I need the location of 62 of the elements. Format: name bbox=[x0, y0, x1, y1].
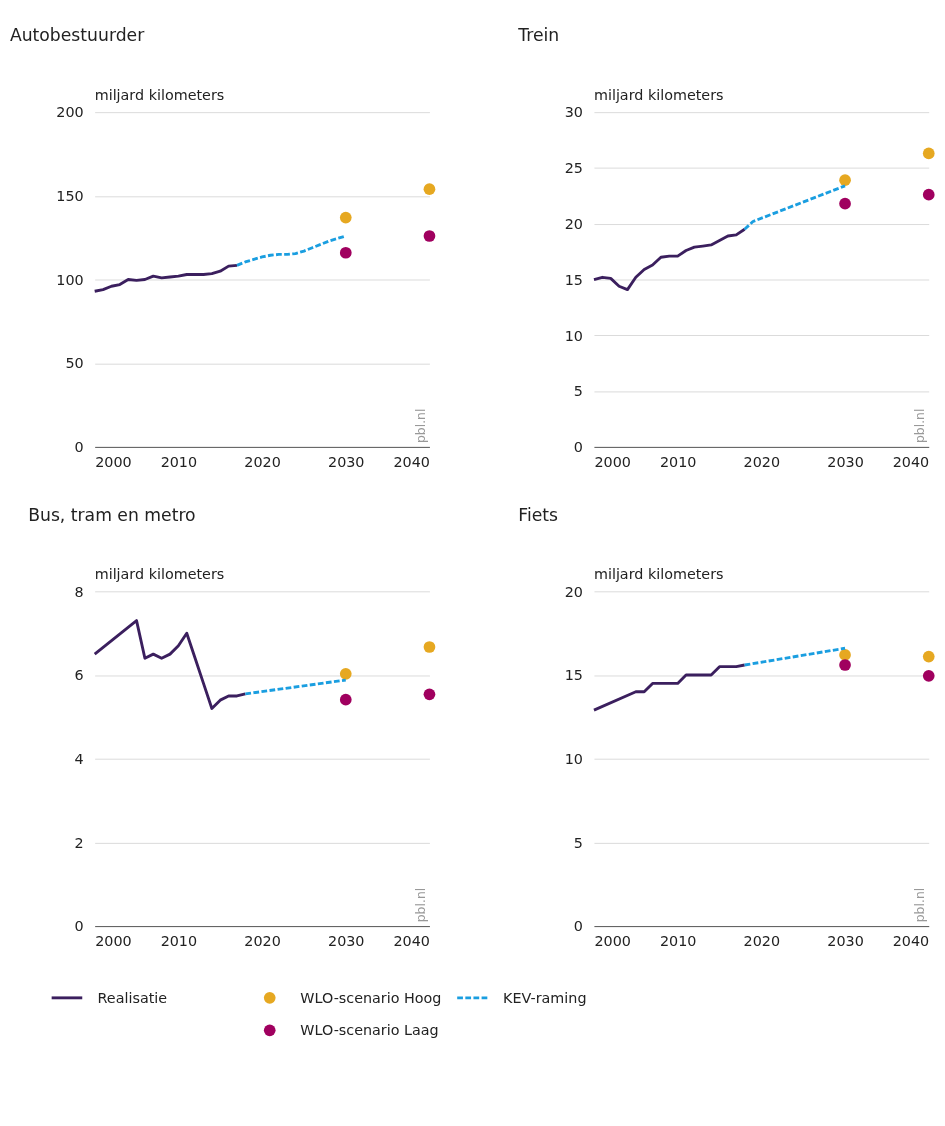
y-axis-title: miljard kilometers bbox=[593, 86, 724, 103]
legend-label: WLO-scenario Hoog bbox=[300, 989, 442, 1006]
legend-label: KEV-raming bbox=[503, 989, 587, 1006]
legend-label: Realisatie bbox=[97, 989, 168, 1006]
y-tick-label: 10 bbox=[564, 327, 583, 344]
x-tick-label: 2020 bbox=[244, 453, 281, 470]
y-tick-label: 0 bbox=[74, 918, 84, 935]
x-tick-label: 2030 bbox=[328, 453, 365, 470]
y-tick-label: 5 bbox=[573, 383, 583, 400]
annotation: pbl.nl bbox=[412, 887, 428, 923]
y-tick-label: 15 bbox=[564, 667, 583, 684]
x-tick-label: 2000 bbox=[95, 453, 132, 470]
x-tick-label: 2010 bbox=[659, 453, 697, 470]
y-tick-label: 5 bbox=[573, 834, 583, 851]
x-tick-label: 2040 bbox=[393, 932, 430, 949]
y-tick-label: 10 bbox=[564, 750, 583, 767]
x-tick-label: 2040 bbox=[892, 453, 930, 470]
chart-title: Fiets bbox=[518, 504, 559, 525]
y-tick-label: 200 bbox=[56, 104, 84, 121]
y-tick-label: 8 bbox=[74, 583, 84, 600]
x-tick-label: 2020 bbox=[244, 932, 281, 949]
x-tick-label: 2010 bbox=[160, 453, 198, 470]
x-tick-label: 2030 bbox=[827, 932, 864, 949]
y-axis-title: miljard kilometers bbox=[94, 565, 225, 582]
y-tick-label: 6 bbox=[74, 667, 84, 684]
x-tick-label: 2000 bbox=[594, 932, 631, 949]
y-tick-label: 50 bbox=[65, 355, 84, 372]
line-series bbox=[592, 227, 747, 292]
y-tick-label: 0 bbox=[74, 439, 84, 456]
y-axis-title: miljard kilometers bbox=[593, 565, 724, 582]
y-tick-label: 30 bbox=[564, 104, 583, 121]
y-tick-label: 20 bbox=[564, 583, 583, 600]
x-tick-label: 2020 bbox=[743, 932, 781, 949]
x-tick-label: 2010 bbox=[659, 932, 697, 949]
x-tick-label: 2000 bbox=[594, 453, 631, 470]
x-tick-label: 2040 bbox=[393, 453, 430, 470]
y-axis-title: miljard kilometers bbox=[94, 86, 225, 103]
y-tick-label: 15 bbox=[564, 271, 583, 288]
y-tick-label: 150 bbox=[56, 188, 84, 205]
legend-label: WLO-scenario Laag bbox=[300, 1022, 439, 1039]
chart-title: Autobestuurder bbox=[9, 25, 146, 46]
x-tick-label: 2040 bbox=[892, 932, 930, 949]
y-tick-label: 100 bbox=[56, 271, 84, 288]
chart-title: Bus, tram en metro bbox=[28, 504, 196, 525]
x-tick-label: 2010 bbox=[160, 932, 198, 949]
annotation: pbl.nl bbox=[911, 887, 927, 923]
y-tick-label: 0 bbox=[573, 439, 583, 456]
y-tick-label: 25 bbox=[564, 160, 583, 177]
x-tick-label: 2030 bbox=[328, 932, 365, 949]
line-series bbox=[592, 663, 747, 712]
chart-title: Trein bbox=[517, 25, 560, 46]
annotation: pbl.nl bbox=[911, 408, 927, 444]
line-series bbox=[93, 263, 239, 293]
x-tick-label: 2000 bbox=[95, 932, 132, 949]
annotation: pbl.nl bbox=[412, 408, 428, 444]
y-tick-label: 2 bbox=[74, 834, 84, 851]
y-tick-label: 0 bbox=[573, 918, 583, 935]
line-series bbox=[93, 619, 247, 710]
x-tick-label: 2030 bbox=[827, 453, 864, 470]
y-tick-label: 20 bbox=[564, 216, 583, 232]
x-tick-label: 2020 bbox=[743, 453, 781, 470]
y-tick-label: 4 bbox=[74, 750, 84, 767]
